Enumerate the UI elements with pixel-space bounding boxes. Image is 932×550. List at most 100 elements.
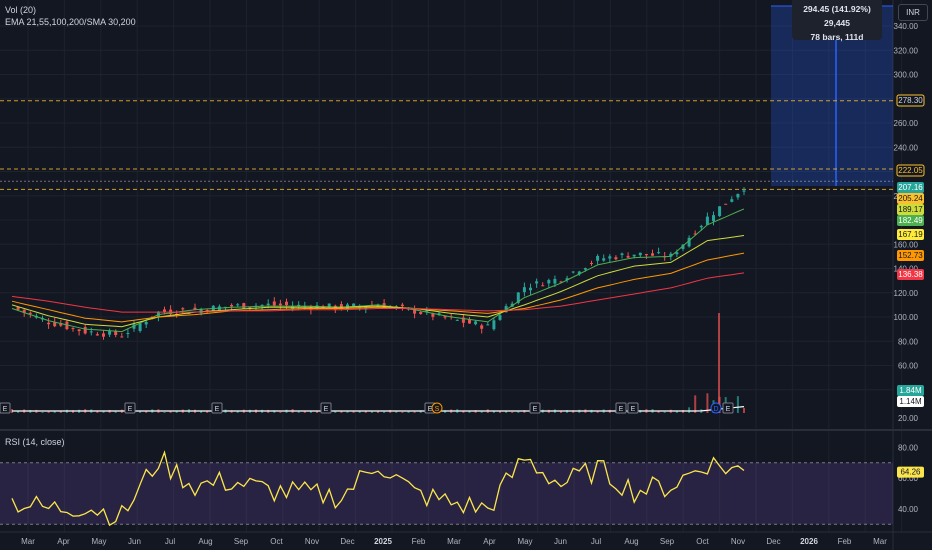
candle-body — [120, 336, 124, 338]
candle-body — [364, 306, 368, 310]
price-badge-bg — [897, 269, 924, 280]
candle-body — [553, 278, 557, 284]
currency-button[interactable]: INR — [898, 4, 928, 21]
rsi-indicator-label[interactable]: RSI (14, close) — [5, 437, 65, 447]
volume-bar — [413, 411, 416, 413]
earnings-marker-label: E — [631, 406, 636, 413]
price-badge: 222.05 — [896, 164, 925, 177]
candle-body — [596, 255, 600, 261]
volume-bar — [206, 410, 209, 413]
volume-bar — [706, 393, 709, 413]
ema-indicator-label[interactable]: EMA 21,55,100,200/SMA 30,200 — [5, 17, 136, 27]
price-tick-label: 60.00 — [898, 362, 919, 371]
time-tick-label: Apr — [483, 537, 496, 546]
volume-bar — [340, 411, 343, 413]
volume-bar — [480, 411, 483, 413]
price-badge-bg — [897, 193, 924, 204]
volume-bar — [364, 411, 367, 413]
candle-body — [266, 303, 270, 306]
candle-body — [461, 317, 465, 323]
price-badge: 278.30 — [896, 94, 925, 107]
candle-body — [260, 304, 264, 306]
volume-bar — [236, 411, 239, 413]
price-badge-label: 136.38 — [898, 270, 923, 279]
volume-bar — [688, 407, 691, 413]
candle-body — [626, 255, 630, 258]
volume-bar — [596, 410, 599, 413]
volume-bar — [663, 411, 666, 413]
candle-body — [712, 215, 715, 222]
volume-indicator-label[interactable]: Vol (20) — [5, 5, 37, 15]
candle-body — [156, 311, 160, 317]
candle-body — [681, 244, 685, 249]
earnings-marker-box — [722, 402, 734, 414]
volume-bar — [352, 411, 355, 413]
candle-body — [516, 292, 520, 303]
candle-body — [144, 321, 148, 325]
price-badge-label: 1.14M — [899, 397, 922, 406]
earnings-marker: E — [615, 402, 627, 414]
price-tick-label: 320.00 — [894, 46, 919, 55]
price-badge: 136.38 — [897, 269, 924, 280]
price-badge: 167.19 — [897, 229, 924, 240]
candle-body — [474, 321, 478, 325]
candle-body — [583, 268, 587, 270]
time-tick-label: Mar — [873, 537, 887, 546]
price-badge-bg — [897, 250, 924, 261]
earnings-marker-box — [529, 402, 541, 414]
candle-body — [108, 330, 112, 335]
price-tick-label: 20.00 — [898, 414, 919, 423]
price-badge-label: 207.16 — [898, 183, 923, 192]
candle-body — [529, 287, 532, 291]
time-tick-label: Jun — [128, 537, 141, 546]
price-tick-label: 240.00 — [894, 143, 919, 152]
volume-bar — [17, 411, 20, 413]
candle-body — [278, 303, 282, 306]
time-tick-label: Nov — [731, 537, 745, 546]
candle-body — [699, 225, 703, 228]
earnings-marker: E — [722, 402, 734, 414]
rsi-current-badge — [897, 466, 924, 478]
candle-body — [358, 306, 362, 309]
earnings-marker-box — [320, 402, 332, 414]
candle-body — [95, 334, 99, 336]
price-badge: 182.49 — [897, 215, 924, 226]
volume-bar — [175, 411, 178, 413]
earnings-marker-label: E — [726, 406, 731, 413]
earnings-marker: E — [0, 402, 11, 414]
volume-bar — [230, 410, 233, 413]
ema100-line — [11, 252, 745, 323]
candle-body — [547, 280, 551, 284]
volume-bar — [383, 411, 386, 413]
price-tick-label: 100.00 — [894, 313, 919, 322]
candle-body — [724, 203, 728, 205]
dividend-marker-circle — [710, 402, 722, 414]
time-tick-label: 2025 — [374, 537, 392, 546]
price-badge: 1.84M — [897, 385, 924, 396]
candle-body — [687, 237, 691, 247]
volume-bar — [53, 411, 56, 413]
candle-body — [53, 322, 57, 327]
time-tick-label: Oct — [270, 537, 283, 546]
volume-bar — [499, 411, 501, 413]
rsi-band — [0, 462, 893, 525]
time-tick-label: Dec — [340, 537, 354, 546]
volume-bar — [358, 411, 361, 413]
volume-bar — [102, 411, 105, 413]
earnings-marker-box — [615, 402, 627, 414]
candle-body — [352, 303, 356, 307]
ema200-line — [11, 272, 745, 313]
candle-body — [559, 281, 563, 283]
candle-body — [193, 307, 197, 310]
volume-bar — [694, 395, 697, 413]
volume-bar — [297, 411, 300, 413]
measure-bars-text: 78 bars, 111d — [810, 32, 864, 42]
ema55-line — [11, 235, 745, 328]
earnings-marker-box — [0, 402, 11, 414]
volume-bar — [407, 411, 410, 413]
candle-body — [492, 320, 496, 330]
volume-bar — [139, 411, 142, 413]
candle-body — [675, 252, 679, 255]
candle-body — [230, 304, 234, 307]
